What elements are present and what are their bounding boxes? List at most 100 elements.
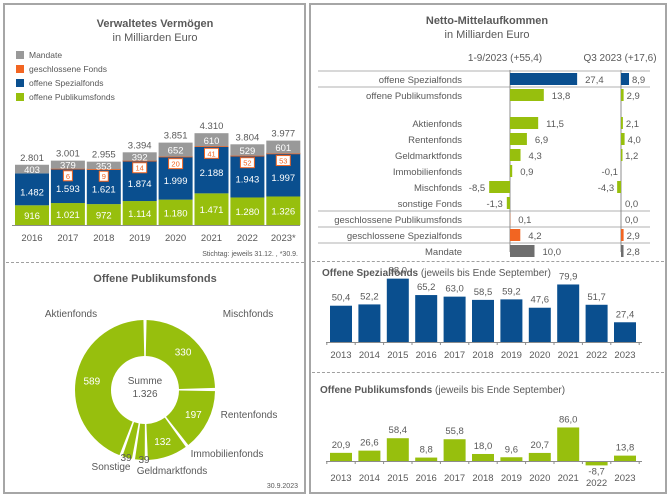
netto-bar-q3 bbox=[621, 73, 630, 85]
bar bbox=[330, 305, 352, 342]
netto-value-q3: -0,1 bbox=[602, 167, 618, 178]
bar bbox=[557, 284, 580, 342]
bar-mandate bbox=[158, 142, 193, 157]
x-tick-label: 2018 bbox=[93, 233, 114, 244]
donut-value-label: 39 bbox=[138, 455, 150, 466]
netto-bar-ytd bbox=[510, 245, 535, 257]
bar-mandate bbox=[266, 140, 301, 154]
donut-value-label: 39 bbox=[120, 453, 132, 464]
bar-label-mandate: 610 bbox=[204, 136, 220, 147]
bar bbox=[528, 307, 551, 342]
bar bbox=[500, 299, 523, 342]
bar-mandate bbox=[50, 160, 85, 169]
spezial-title-suffix: (jeweils bis Ende September) bbox=[418, 268, 551, 279]
legend-swatch-mandate bbox=[16, 51, 24, 59]
x-tick-label: 2019 bbox=[501, 350, 522, 361]
donut-category-label: Rentenfonds bbox=[221, 410, 278, 421]
x-tick-label: 2022 bbox=[237, 233, 258, 244]
netto-title: Netto-Mittelaufkommen bbox=[426, 15, 549, 27]
bar-value-label: 59,2 bbox=[502, 286, 521, 297]
netto-value-ytd: 10,0 bbox=[543, 247, 562, 258]
x-tick-label: 2020 bbox=[529, 473, 550, 484]
bar-label-spezial: 2.188 bbox=[200, 168, 224, 179]
bar-label-spezial: 1.874 bbox=[128, 179, 152, 190]
netto-row-label: Mandate bbox=[425, 247, 462, 258]
netto-bar-ytd bbox=[506, 197, 510, 209]
bar-total-label: 3.001 bbox=[56, 149, 80, 160]
x-tick-label: 2015 bbox=[387, 473, 408, 484]
bar-label-geschlossen: 14 bbox=[136, 164, 144, 173]
donut-value-label: 132 bbox=[154, 437, 171, 448]
x-tick-label: 2014 bbox=[359, 350, 380, 361]
netto-value-ytd: 27,4 bbox=[585, 75, 604, 86]
bar-label-geschlossen: 53 bbox=[279, 157, 287, 166]
x-tick-label: 2017 bbox=[444, 473, 465, 484]
bar-value-label: 58,4 bbox=[389, 425, 408, 436]
netto-bar-q3 bbox=[621, 133, 625, 145]
bar bbox=[585, 304, 608, 342]
x-tick-label: 2019 bbox=[501, 473, 522, 484]
bar-value-label: 20,9 bbox=[332, 440, 351, 451]
bar-publikum bbox=[50, 203, 85, 225]
legend-swatch-geschlossen bbox=[16, 65, 24, 73]
netto-bar-q3 bbox=[621, 229, 624, 241]
bar-value-label: 65,2 bbox=[417, 282, 436, 293]
netto-value-ytd: 0,1 bbox=[518, 215, 531, 226]
donut-category-label: Mischfonds bbox=[223, 309, 274, 320]
netto-bar-ytd bbox=[510, 133, 527, 145]
netto-value-q3: 1,2 bbox=[625, 151, 638, 162]
bar-mandate bbox=[86, 161, 121, 170]
vv-subtitle: in Milliarden Euro bbox=[113, 32, 198, 44]
netto-row-label: geschlossene Publikumsfonds bbox=[334, 215, 462, 226]
bar-mandate bbox=[122, 152, 157, 161]
bar bbox=[358, 304, 381, 342]
netto-value-q3: 0,0 bbox=[625, 199, 638, 210]
bar-total-label: 3.394 bbox=[128, 140, 152, 151]
bar-value-label: 86,0 bbox=[559, 414, 578, 425]
bar-value-label: 88,0 bbox=[389, 266, 408, 277]
donut-slice-geldmarktfonds bbox=[135, 423, 145, 460]
donut-footnote: 30.9.2023 bbox=[267, 483, 298, 490]
bar-label-publikum: 1.326 bbox=[271, 207, 295, 218]
bar bbox=[330, 452, 352, 461]
netto-chart: offene Spezialfonds 27,4 8,9 offene Publiku… bbox=[318, 70, 650, 258]
bar-label-publikum: 1.021 bbox=[56, 210, 80, 221]
netto-value-ytd: 4,2 bbox=[528, 231, 541, 242]
donut-value-label: 589 bbox=[83, 377, 100, 388]
legend-label-geschlossen: geschlossene Fonds bbox=[29, 64, 107, 74]
netto-row-label: Mischfonds bbox=[414, 183, 462, 194]
spezial-title: Offene Spezialfonds (jeweils bis Ende Se… bbox=[322, 268, 551, 279]
bar-label-publikum: 1.471 bbox=[200, 205, 224, 216]
x-tick-label: 2023 bbox=[614, 473, 635, 484]
bar-label-spezial: 1.482 bbox=[20, 187, 44, 198]
netto-row-label: Aktienfonds bbox=[412, 119, 462, 130]
bar-label-mandate: 529 bbox=[239, 146, 255, 157]
netto-bar-ytd bbox=[510, 89, 544, 101]
publikum-title-main: Offene Publikumsfonds bbox=[320, 385, 433, 396]
x-tick-label: 2019 bbox=[129, 233, 150, 244]
bar-label-geschlossen: 52 bbox=[243, 159, 251, 168]
bar-total-label: 2.801 bbox=[20, 153, 44, 164]
bar-label-spezial: 1.621 bbox=[92, 185, 116, 196]
bar-geschlossen-box bbox=[98, 170, 109, 182]
bar-publikum bbox=[15, 205, 49, 225]
publikum-title: Offene Publikumsfonds (jeweils bis Ende … bbox=[320, 385, 565, 396]
donut-slice-aktienfonds bbox=[75, 320, 145, 456]
bar-value-label: 13,8 bbox=[616, 443, 635, 454]
bar-value-label: 79,9 bbox=[559, 271, 578, 282]
netto-bar-q3 bbox=[621, 149, 623, 161]
netto-subtitle: in Milliarden Euro bbox=[445, 29, 530, 41]
bar-value-label: 58,5 bbox=[474, 287, 493, 298]
bar-label-mandate: 353 bbox=[96, 161, 112, 172]
x-tick-label: 2018 bbox=[472, 350, 493, 361]
netto-row-label: geschlossene Spezialfonds bbox=[347, 231, 462, 242]
netto-bar-q3 bbox=[621, 89, 624, 101]
x-tick-label: 2013 bbox=[330, 350, 351, 361]
bar-label-spezial: 1.943 bbox=[236, 175, 260, 186]
bar bbox=[557, 427, 580, 461]
spezial-title-main: Offene Spezialfonds bbox=[322, 268, 419, 279]
left-divider bbox=[6, 262, 304, 263]
x-tick-label: 2023* bbox=[271, 233, 296, 244]
donut-slice-mischfonds bbox=[145, 320, 215, 389]
